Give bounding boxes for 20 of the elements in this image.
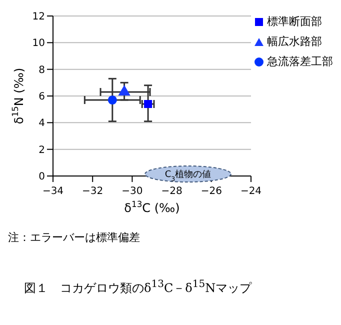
legend-label: 急流落差工部 [267, 54, 333, 70]
y-tick-label: 8 [38, 64, 45, 76]
y-tick-label: 2 [38, 144, 45, 156]
x-tick-label: −32 [82, 186, 104, 198]
text: 注：エラーバーは標準偏差 [8, 230, 141, 245]
legend-label: 標準断面部 [267, 14, 322, 30]
x-tick-label: −30 [122, 186, 143, 198]
y-tick-label: 10 [32, 38, 45, 50]
y-tick-label: 4 [38, 118, 45, 130]
y-tick-label: 12 [32, 12, 45, 23]
annotation: C$_{3}$植物の値 [164, 169, 212, 182]
y-tick-label: 0 [38, 172, 45, 183]
x-tick-label: −34 [42, 186, 64, 198]
x-axis-title: δ$^{13}$C (‰) [124, 199, 180, 215]
y-tick-label: 6 [38, 92, 45, 103]
x-tick-label: −26 [200, 186, 222, 198]
text: 図１ コカゲロウ類のδ$^{13}$C－δ$^{15}$Nマップ [23, 279, 253, 297]
legend-label: 幅広水路部 [267, 34, 322, 50]
x-tick-label: −24 [240, 186, 262, 198]
x-tick-label: −28 [161, 186, 182, 198]
